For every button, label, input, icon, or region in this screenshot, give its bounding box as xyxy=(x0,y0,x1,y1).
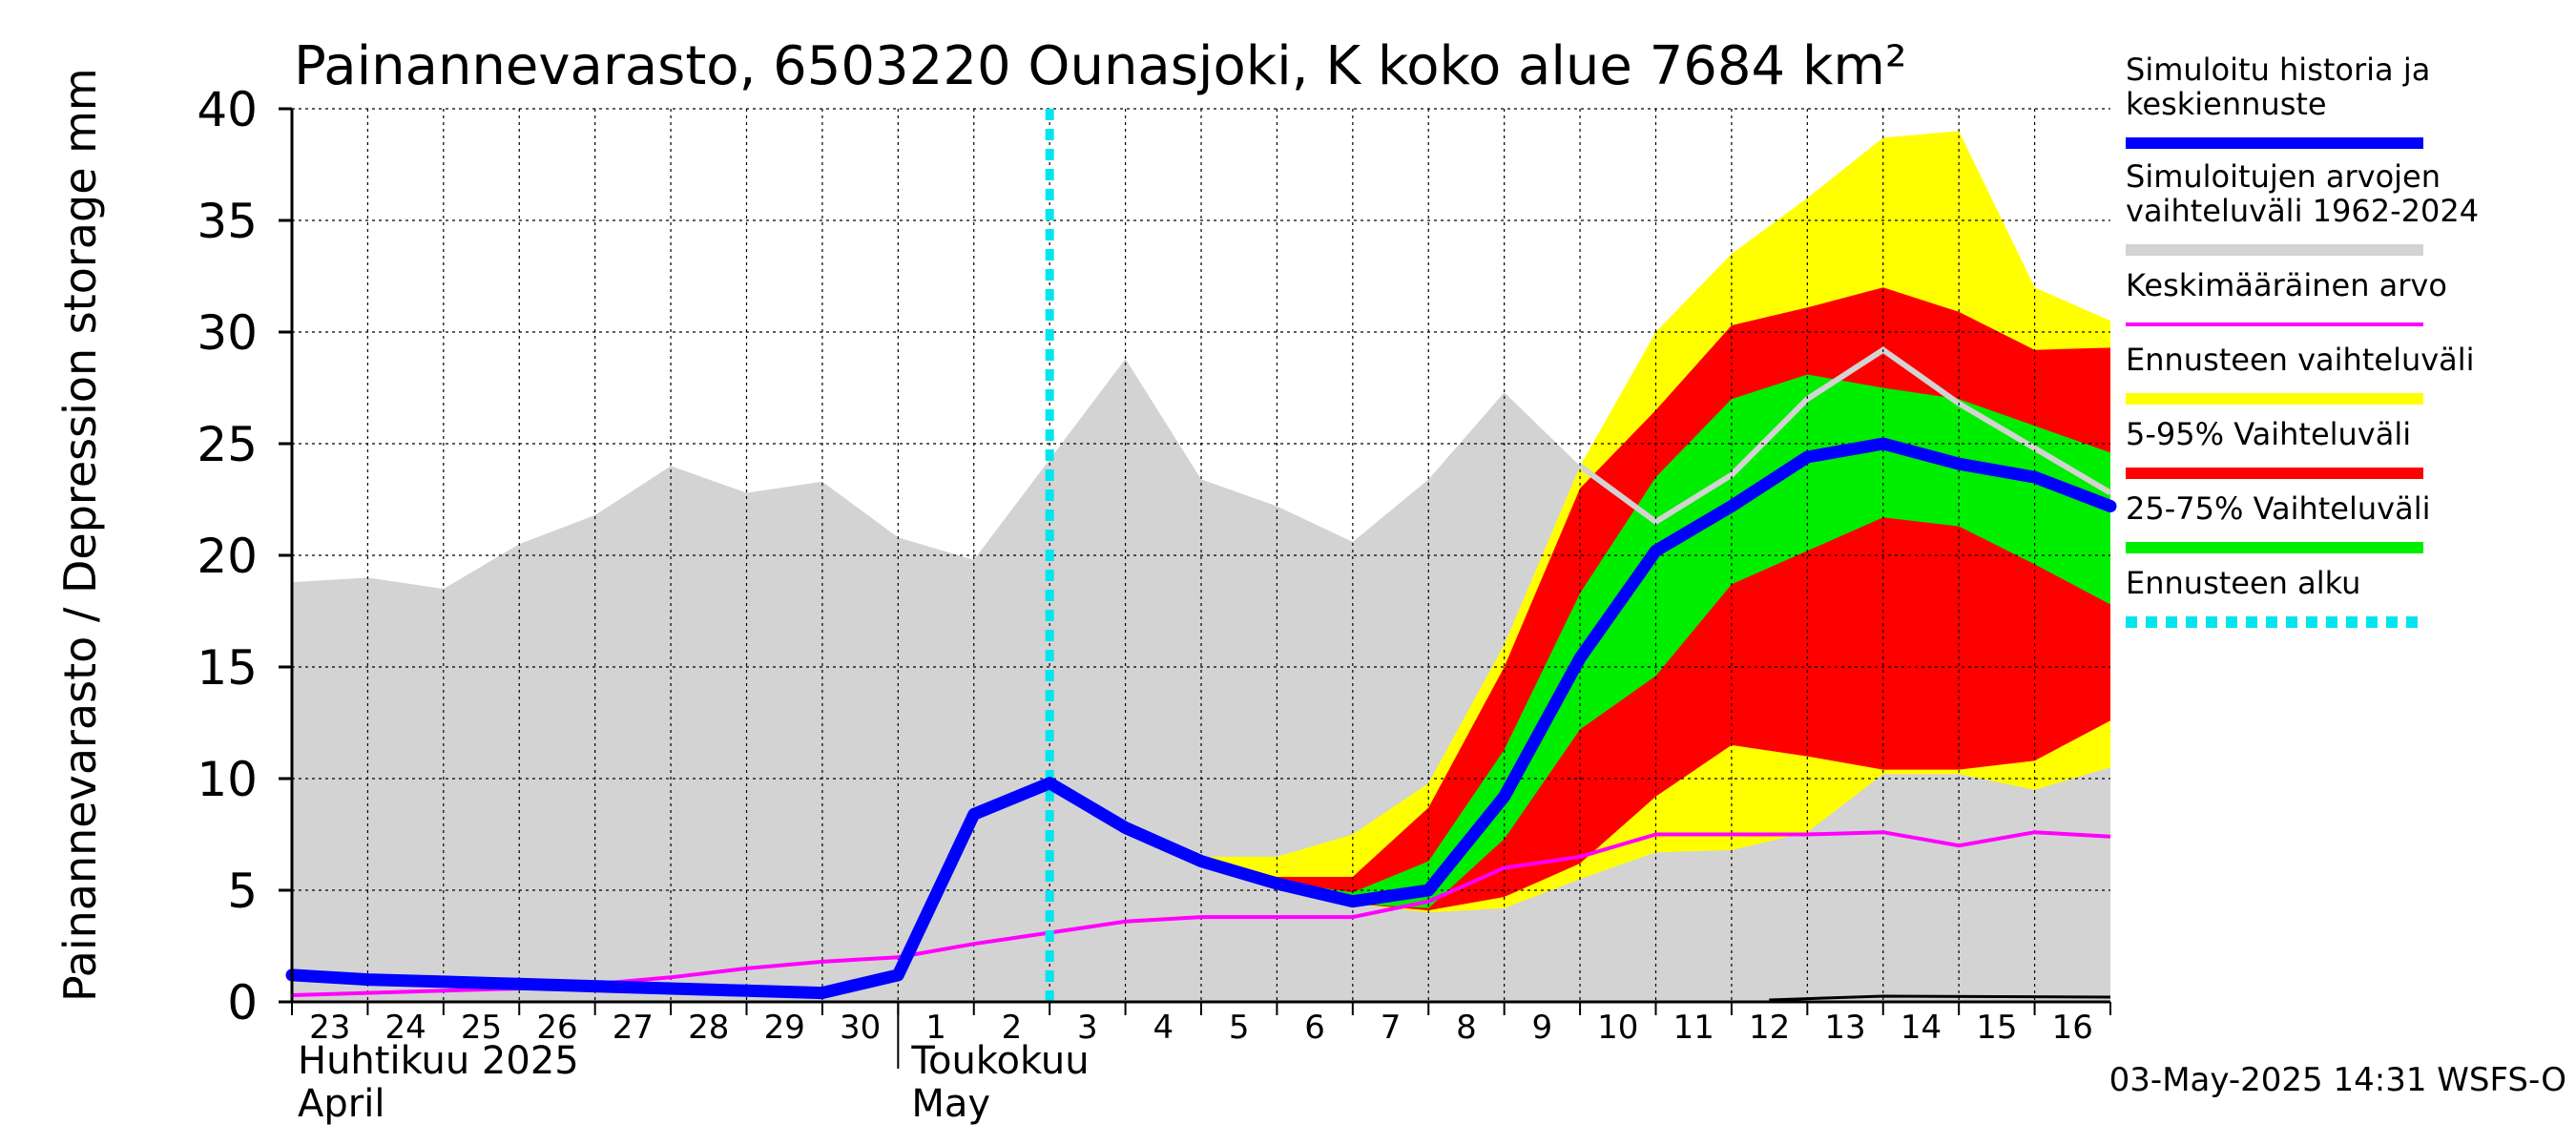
chart-title: Painannevarasto, 6503220 Ounasjoki, K ko… xyxy=(294,35,1906,97)
legend-label: vaihteluväli 1962-2024 xyxy=(2126,193,2479,229)
legend-item: Ennusteen vaihteluväli xyxy=(2126,342,2475,405)
y-tick-label: 30 xyxy=(197,305,258,361)
legend: Simuloitu historia jakeskiennusteSimuloi… xyxy=(2126,52,2479,628)
x-tick-label: 4 xyxy=(1153,1009,1174,1047)
x-tick-label: 26 xyxy=(536,1009,577,1047)
x-tick-label: 27 xyxy=(613,1009,654,1047)
x-tick-label: 28 xyxy=(688,1009,729,1047)
legend-label: 5-95% Vaihteluväli xyxy=(2126,416,2411,452)
month-label-en: April xyxy=(298,1082,384,1126)
legend-item: 25-75% Vaihteluväli xyxy=(2126,490,2430,553)
band-25-75 xyxy=(1049,374,2110,908)
legend-label: Ennusteen vaihteluväli xyxy=(2126,342,2475,378)
x-tick-label: 9 xyxy=(1532,1009,1553,1047)
y-tick-label: 0 xyxy=(227,975,258,1030)
y-axis-label: Painannevarasto / Depression storage mm xyxy=(54,68,106,1002)
minimum-line xyxy=(1769,994,2111,1002)
x-tick-label: 2 xyxy=(1002,1009,1023,1047)
simulated-history-forecast-line xyxy=(285,437,2117,1000)
y-tick-label: 25 xyxy=(197,417,258,472)
x-tick-label: 25 xyxy=(461,1009,502,1047)
x-tick-label: 13 xyxy=(1824,1009,1865,1047)
x-tick-label: 15 xyxy=(1976,1009,2017,1047)
x-tick-label: 6 xyxy=(1304,1009,1325,1047)
x-tick-label: 5 xyxy=(1229,1009,1250,1047)
history-max-line xyxy=(1578,346,2112,526)
y-tick-label: 20 xyxy=(197,529,258,584)
x-tick-label: 24 xyxy=(384,1009,426,1047)
x-tick-label: 29 xyxy=(764,1009,805,1047)
legend-item: 5-95% Vaihteluväli xyxy=(2126,416,2423,479)
x-tick-label: 1 xyxy=(925,1009,946,1047)
y-tick-label: 15 xyxy=(197,640,258,696)
x-tick-label: 23 xyxy=(309,1009,350,1047)
month-label-fi: Huhtikuu 2025 xyxy=(298,1039,579,1083)
month-label-fi: Toukokuu xyxy=(910,1039,1089,1083)
legend-label: keskiennuste xyxy=(2126,86,2327,122)
legend-label: Simuloitu historia ja xyxy=(2126,52,2430,88)
x-tick-label: 7 xyxy=(1381,1009,1402,1047)
legend-label: Keskimääräinen arvo xyxy=(2126,267,2447,303)
x-tick-label: 12 xyxy=(1749,1009,1790,1047)
y-tick-label: 35 xyxy=(197,194,258,249)
month-label-en: May xyxy=(911,1082,990,1126)
x-tick-label: 3 xyxy=(1077,1009,1098,1047)
legend-label: Simuloitujen arvojen xyxy=(2126,158,2441,195)
legend-item: Keskimääräinen arvo xyxy=(2126,267,2447,326)
x-tick-label: 14 xyxy=(1901,1009,1942,1047)
y-tick-label: 5 xyxy=(227,864,258,919)
x-tick-label: 16 xyxy=(2052,1009,2093,1047)
legend-item: Ennusteen alku xyxy=(2126,565,2423,628)
x-tick-label: 10 xyxy=(1597,1009,1638,1047)
y-tick-label: 40 xyxy=(197,82,258,137)
legend-label: 25-75% Vaihteluväli xyxy=(2126,490,2430,527)
grid xyxy=(292,108,2110,1002)
x-tick-label: 8 xyxy=(1456,1009,1477,1047)
y-tick-label: 10 xyxy=(197,752,258,807)
timestamp: 03-May-2025 14:31 WSFS-O xyxy=(2109,1061,2566,1099)
x-tick-label: 11 xyxy=(1673,1009,1714,1047)
x-tick-label: 30 xyxy=(840,1009,881,1047)
legend-label: Ennusteen alku xyxy=(2126,565,2360,601)
